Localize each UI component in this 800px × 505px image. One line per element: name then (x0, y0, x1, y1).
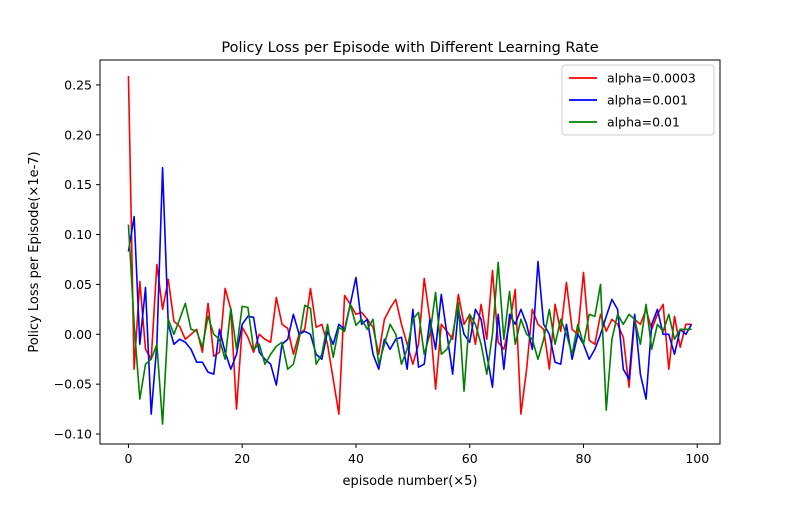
y-tick-label: 0.05 (64, 277, 92, 292)
legend-label-1: alpha=0.0003 (607, 71, 696, 86)
x-axis: 0 20 40 60 80 100 (124, 444, 709, 466)
legend-box (561, 64, 715, 136)
y-axis-label: Policy Loss per Episode(×1e-7) (27, 151, 42, 352)
x-tick-label: 80 (576, 451, 592, 466)
y-tick-label: 0.20 (64, 127, 92, 142)
y-axis: −0.10 −0.05 0.00 0.05 0.10 0.15 0.20 0.25 (54, 77, 100, 442)
plot-frame (99, 59, 721, 445)
y-tick-label: 0.10 (64, 227, 92, 242)
series-line-1 (127, 75, 692, 415)
y-tick-label: −0.05 (54, 377, 92, 392)
series-layer (127, 75, 693, 425)
legend-items: alpha=0.0003 alpha=0.001 alpha=0.01 (569, 71, 696, 130)
x-tick-label: 100 (685, 451, 709, 466)
legend-label-2: alpha=0.001 (607, 93, 688, 108)
legend: alpha=0.0003 alpha=0.001 alpha=0.01 (561, 64, 715, 136)
x-tick-label: 60 (462, 451, 478, 466)
y-tick-label: −0.10 (54, 427, 92, 442)
legend-label-3: alpha=0.01 (607, 115, 680, 130)
y-tick-label: 0.25 (64, 77, 92, 92)
x-tick-label: 40 (348, 451, 364, 466)
y-tick-label: 0.15 (64, 177, 92, 192)
chart-title: Policy Loss per Episode with Different L… (221, 40, 598, 56)
x-axis-label: episode number(×5) (342, 474, 477, 489)
series-line-2 (127, 166, 693, 415)
x-tick-label: 0 (124, 451, 132, 466)
x-tick-label: 20 (234, 451, 250, 466)
series-line-3 (127, 224, 692, 425)
y-tick-label: 0.00 (64, 327, 92, 342)
